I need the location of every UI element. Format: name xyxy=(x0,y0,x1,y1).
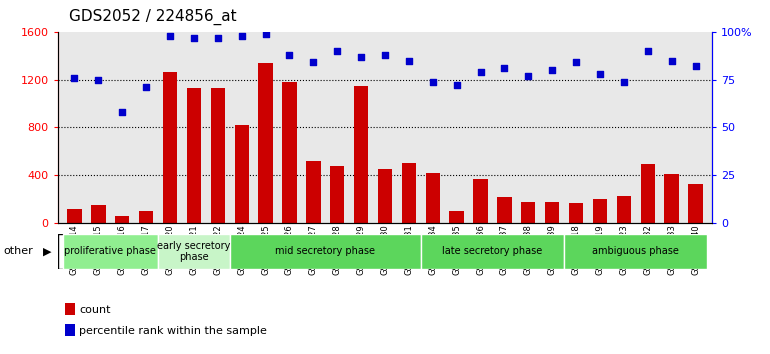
Bar xyxy=(688,184,703,223)
Bar xyxy=(497,197,511,223)
Point xyxy=(164,33,176,39)
Bar xyxy=(402,163,416,223)
Bar xyxy=(474,179,487,223)
Bar xyxy=(259,63,273,223)
Text: ambiguous phase: ambiguous phase xyxy=(592,246,679,256)
Point xyxy=(283,52,296,58)
Text: other: other xyxy=(4,246,34,256)
Point xyxy=(498,65,511,71)
Bar xyxy=(283,82,296,223)
Bar xyxy=(330,166,344,223)
Text: late secretory phase: late secretory phase xyxy=(443,246,543,256)
Bar xyxy=(187,88,201,223)
Point xyxy=(689,63,701,69)
Point xyxy=(92,77,105,82)
Bar xyxy=(91,205,105,223)
Point xyxy=(116,109,129,115)
Text: early secretory
phase: early secretory phase xyxy=(157,240,230,262)
Point xyxy=(259,31,272,36)
Bar xyxy=(665,174,679,223)
Text: GDS2052 / 224856_at: GDS2052 / 224856_at xyxy=(69,9,237,25)
Bar xyxy=(115,216,129,223)
Bar xyxy=(569,203,583,223)
Point xyxy=(307,59,320,65)
Point xyxy=(618,79,630,84)
Bar xyxy=(421,234,564,269)
Text: count: count xyxy=(79,305,111,315)
Point xyxy=(546,67,558,73)
Bar xyxy=(545,201,559,223)
Point xyxy=(236,33,248,39)
Bar xyxy=(450,211,464,223)
Point xyxy=(522,73,534,79)
Point xyxy=(212,35,224,40)
Text: mid secretory phase: mid secretory phase xyxy=(276,246,375,256)
Point xyxy=(140,85,152,90)
Point xyxy=(665,58,678,63)
Text: proliferative phase: proliferative phase xyxy=(65,246,156,256)
Point xyxy=(641,48,654,54)
Point xyxy=(570,59,582,65)
Point xyxy=(474,69,487,75)
Bar xyxy=(354,86,368,223)
Bar xyxy=(306,161,320,223)
Bar xyxy=(211,88,225,223)
Bar xyxy=(617,195,631,223)
Text: percentile rank within the sample: percentile rank within the sample xyxy=(79,326,267,336)
Bar xyxy=(139,211,153,223)
Point xyxy=(427,79,439,84)
Text: ▶: ▶ xyxy=(43,246,52,256)
Bar xyxy=(641,165,655,223)
Point xyxy=(379,52,391,58)
Bar xyxy=(158,234,229,269)
Bar xyxy=(378,169,392,223)
Point xyxy=(188,35,200,40)
Bar xyxy=(229,234,421,269)
Bar xyxy=(62,234,158,269)
Bar xyxy=(67,209,82,223)
Bar xyxy=(426,173,440,223)
Bar xyxy=(593,199,608,223)
Bar xyxy=(564,234,708,269)
Point xyxy=(331,48,343,54)
Bar xyxy=(162,73,177,223)
Point xyxy=(355,54,367,59)
Point xyxy=(594,71,606,77)
Point xyxy=(403,58,415,63)
Point xyxy=(69,75,81,81)
Bar xyxy=(521,201,535,223)
Bar xyxy=(235,125,249,223)
Point xyxy=(450,82,463,88)
